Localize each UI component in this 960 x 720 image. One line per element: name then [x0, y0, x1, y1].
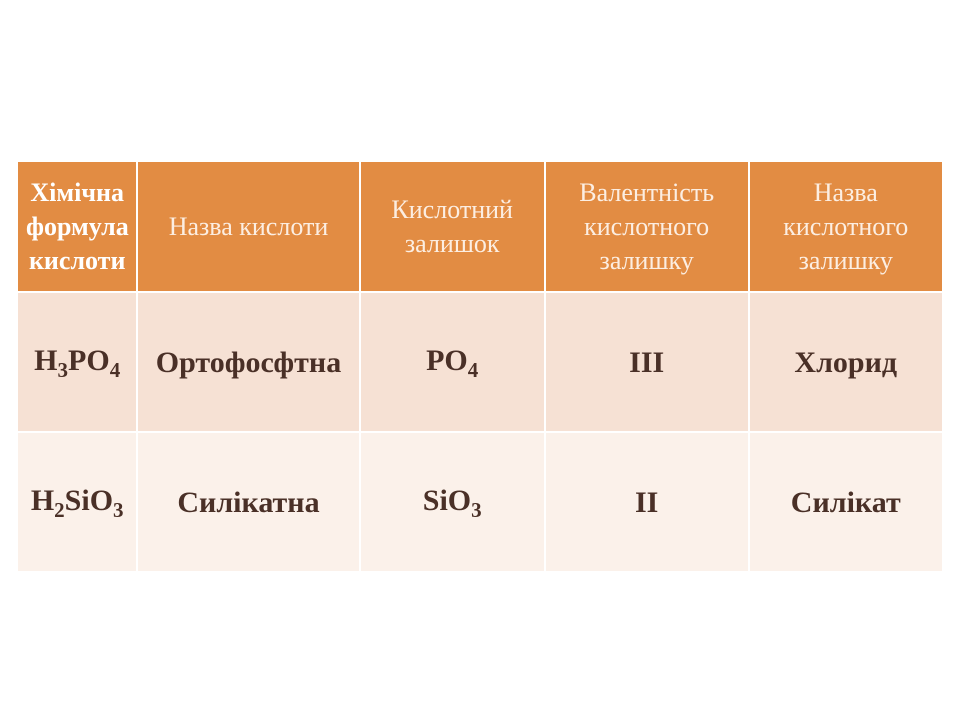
- table-row: H3PO4ОртофосфтнаPO4ІІІХлорид: [17, 292, 943, 432]
- col-header-residue-name: Назва кислотного залишку: [749, 161, 943, 292]
- col-header-acid-name: Назва кислоти: [137, 161, 359, 292]
- table-body: H3PO4ОртофосфтнаPO4ІІІХлоридH2SiO3Силіка…: [17, 292, 943, 572]
- cell-residue: SiO3: [360, 432, 545, 572]
- acids-table: Хімічна формула кислоти Назва кислоти Ки…: [16, 160, 944, 573]
- cell-formula: H3PO4: [17, 292, 137, 432]
- table-wrap: Хімічна формула кислоти Назва кислоти Ки…: [0, 0, 960, 573]
- cell-valence: ІІ: [545, 432, 749, 572]
- cell-formula: H2SiO3: [17, 432, 137, 572]
- cell-residue: PO4: [360, 292, 545, 432]
- cell-residue-name: Силікат: [749, 432, 943, 572]
- cell-residue-name: Хлорид: [749, 292, 943, 432]
- table-header-row: Хімічна формула кислоти Назва кислоти Ки…: [17, 161, 943, 292]
- cell-valence: ІІІ: [545, 292, 749, 432]
- cell-acid-name: Ортофосфтна: [137, 292, 359, 432]
- col-header-formula: Хімічна формула кислоти: [17, 161, 137, 292]
- table-row: H2SiO3СилікатнаSiO3ІІСилікат: [17, 432, 943, 572]
- col-header-residue: Кислотний залишок: [360, 161, 545, 292]
- col-header-valence: Валентність кислотного залишку: [545, 161, 749, 292]
- cell-acid-name: Силікатна: [137, 432, 359, 572]
